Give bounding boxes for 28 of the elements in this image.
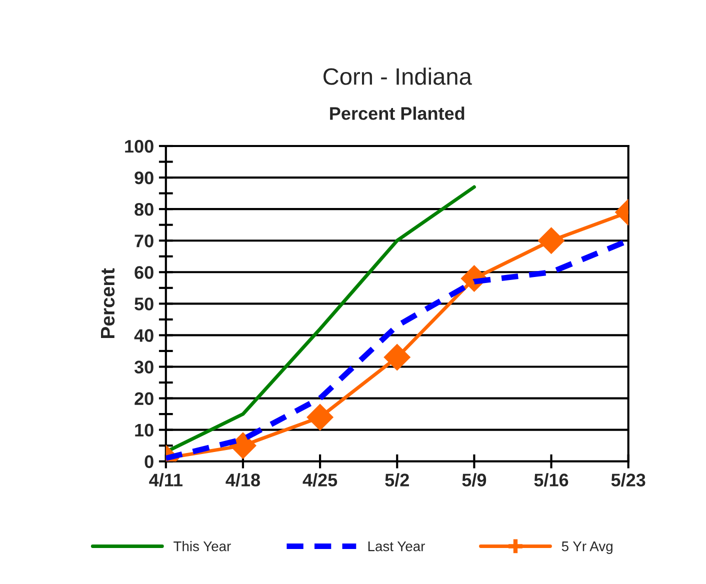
x-tick-label: 5/16 <box>534 473 568 487</box>
y-tick-label: 0 <box>144 455 154 468</box>
point <box>306 404 334 430</box>
point <box>384 344 410 371</box>
y-tick-label: 90 <box>134 171 154 184</box>
x-tick-label: 5/9 <box>462 473 486 487</box>
y-tick-label: 60 <box>134 266 154 279</box>
x-tick-label: 5/23 <box>611 473 646 487</box>
y-tick-label: 40 <box>134 329 154 342</box>
y-tick-label: 10 <box>135 424 154 437</box>
chart-title: Corn - Indiana <box>324 68 472 85</box>
x-tick-label: 4/11 <box>149 473 182 487</box>
chart-subtitle: Percent Planted <box>330 106 464 120</box>
x-tick-label: 4/18 <box>226 473 260 487</box>
x-tick-label: 5/2 <box>385 473 409 487</box>
y-tick-label: 30 <box>134 360 154 374</box>
y-tick-label: 80 <box>134 203 154 216</box>
y-tick-label: 100 <box>125 140 154 153</box>
point <box>538 227 565 254</box>
point <box>230 432 256 459</box>
y-tick-label: 70 <box>134 234 154 248</box>
y-tick-label: 50 <box>134 298 154 310</box>
legend-label: 5 Yr Avg <box>562 542 612 554</box>
legend-label: Last Year <box>368 542 425 552</box>
legend-label: This Year <box>174 541 231 552</box>
y-axis-title: Percent <box>101 268 115 338</box>
y-tick-label: 20 <box>134 392 154 406</box>
x-tick-label: 4/25 <box>302 473 338 487</box>
